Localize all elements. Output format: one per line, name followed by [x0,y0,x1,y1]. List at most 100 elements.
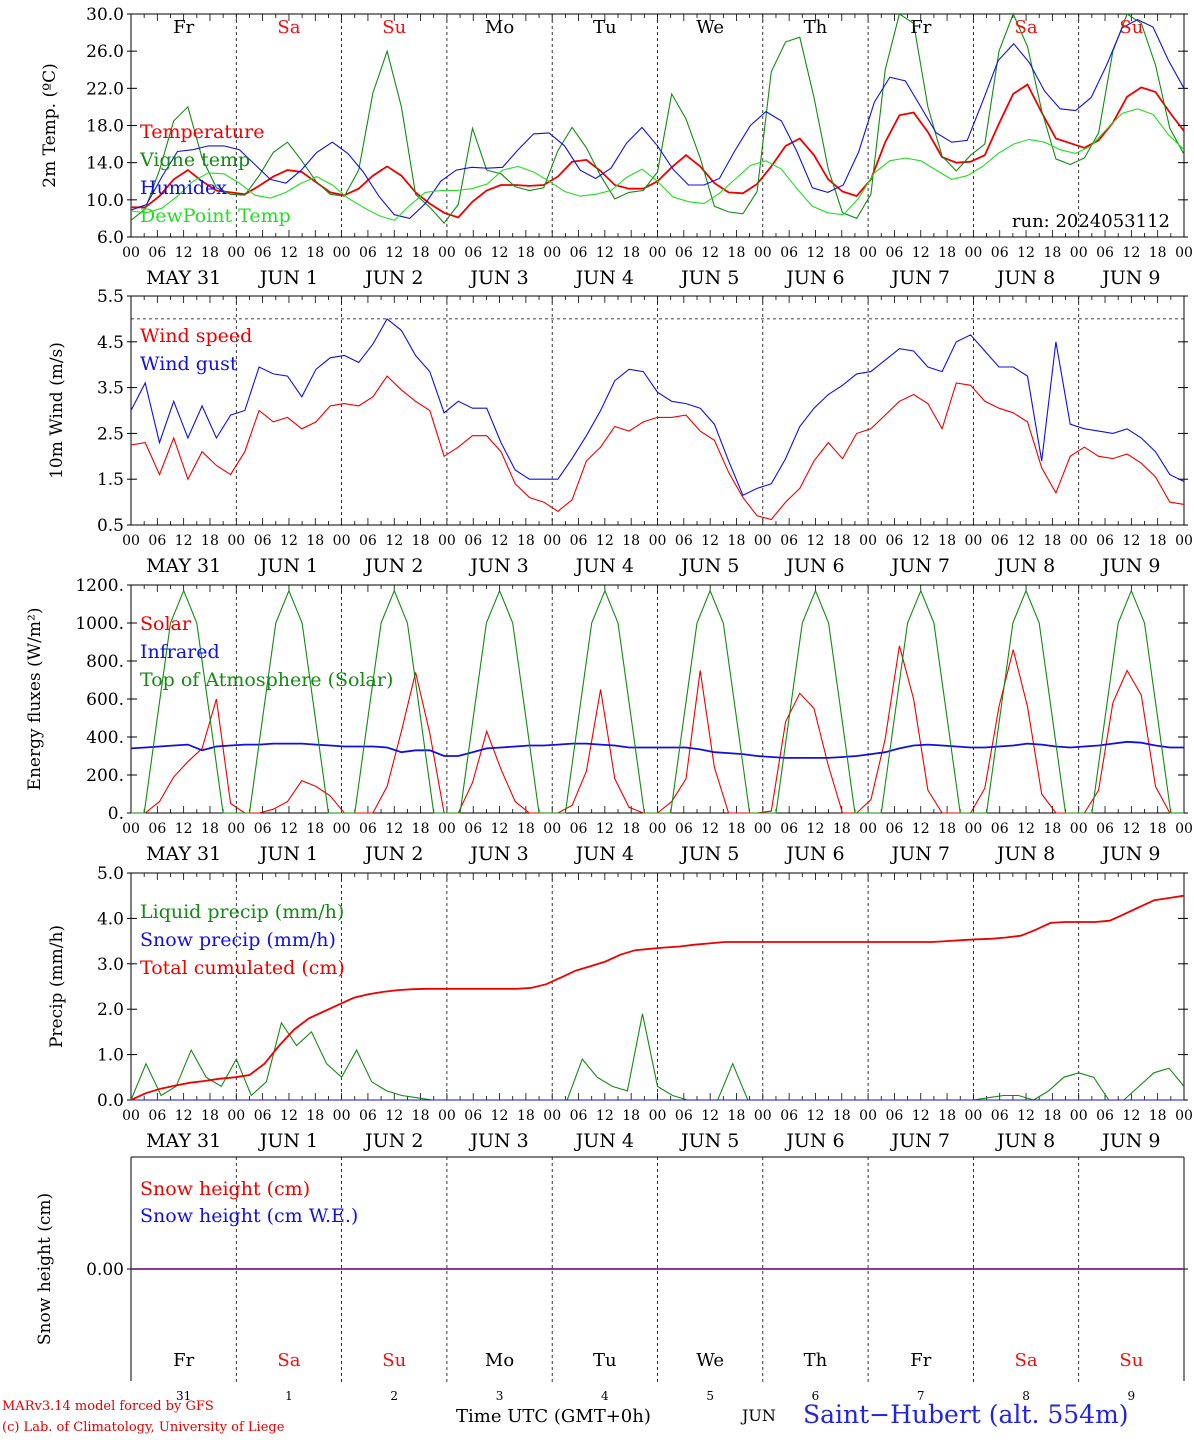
x-hour-label: 12 [807,533,825,549]
y-tick-label: 4.5 [97,333,124,353]
day-number-label: 4 [601,1389,609,1403]
x-hour-label: 18 [622,245,640,261]
x-date-label: JUN 5 [679,555,739,577]
day-of-week-label: Su [382,17,406,38]
x-date-label: JUN 2 [363,1130,423,1152]
x-hour-label: 18 [938,245,956,261]
series-line [130,1013,1185,1101]
x-date-label: JUN 3 [468,555,528,577]
x-hour-label: 00 [543,821,561,837]
x-hour-label: 00 [333,1108,351,1124]
x-hour-label: 12 [1122,821,1140,837]
x-hour-label: 18 [412,1108,430,1124]
day-of-week-label: Th [804,1350,828,1371]
x-hour-label: 12 [807,245,825,261]
x-date-label: JUN 4 [574,555,634,577]
day-of-week-label: Tu [593,17,617,38]
x-hour-label: 12 [175,821,193,837]
y-tick-label: 2.5 [97,424,124,444]
day-of-week-label: Su [1119,17,1143,38]
legend-entry: Snow height (cm W.E.) [140,1205,358,1227]
x-hour-label: 00 [754,533,772,549]
x-hour-label: 12 [385,533,403,549]
y-axis-label: Precip (mm/h) [47,925,67,1048]
x-hour-label: 12 [596,1108,614,1124]
x-hour-label: 18 [938,533,956,549]
x-date-label: JUN 6 [784,1130,844,1152]
series-line [130,12,1185,224]
y-tick-label: 3.5 [97,379,124,399]
x-hour-label: 00 [333,533,351,549]
x-hour-label: 12 [491,245,509,261]
y-tick-label: 22.0 [86,79,124,99]
series-line [130,894,1185,1101]
x-hour-label: 06 [464,821,482,837]
x-hour-label: 12 [912,1108,930,1124]
x-hour-label: 00 [649,245,667,261]
x-date-label: JUN 6 [784,843,844,865]
station-name: Saint−Hubert (alt. 554m) [803,1400,1129,1429]
y-tick-label: 0.00 [86,1260,124,1280]
day-of-week-label: Sa [277,1350,300,1371]
x-hour-label: 06 [148,245,166,261]
x-hour-label: 12 [1122,533,1140,549]
legend-entry: Wind gust [140,353,238,375]
x-date-label: JUN 8 [995,843,1055,865]
x-date-label: JUN 6 [784,267,844,289]
x-hour-label: 06 [991,245,1009,261]
x-hour-label: 18 [412,245,430,261]
x-hour-label: 06 [886,245,904,261]
day-number-label: 31 [176,1389,191,1403]
x-hour-label: 18 [517,1108,535,1124]
x-hour-label: 06 [675,533,693,549]
x-hour-label: 12 [596,821,614,837]
x-hour-label: 18 [1149,245,1167,261]
day-number-label: 2 [390,1389,398,1403]
x-hour-label: 12 [175,533,193,549]
x-hour-label: 12 [491,1108,509,1124]
day-number-label: 6 [812,1389,820,1403]
x-hour-label: 00 [649,821,667,837]
x-date-label: JUN 9 [1100,555,1160,577]
y-tick-label: 1000. [75,614,124,634]
x-hour-label: 06 [1096,821,1114,837]
x-hour-label: 00 [859,533,877,549]
x-hour-label: 00 [1070,533,1088,549]
x-hour-label: 18 [1043,245,1061,261]
x-hour-label: 18 [833,1108,851,1124]
x-hour-label: 18 [1149,821,1167,837]
series-line [131,589,1184,814]
x-hour-label: 18 [938,1108,956,1124]
x-date-label: JUN 7 [890,267,950,289]
x-hour-label: 00 [1070,245,1088,261]
x-hour-label: 18 [1149,533,1167,549]
x-date-label: JUN 4 [574,1130,634,1152]
x-date-label: JUN 6 [784,555,844,577]
x-date-label: MAY 31 [146,1130,221,1152]
credit-model: MARv3.14 model forced by GFS [2,1399,214,1414]
x-hour-label: 12 [701,245,719,261]
day-of-week-label: Su [382,1350,406,1371]
x-hour-label: 12 [807,1108,825,1124]
x-hour-label: 00 [964,821,982,837]
x-hour-label: 00 [754,245,772,261]
x-hour-label: 00 [122,1108,140,1124]
y-tick-label: 14.0 [86,154,124,174]
x-hour-label: 12 [596,245,614,261]
x-date-label: MAY 31 [146,843,221,865]
legend-entry: Total cumulated (cm) [140,957,345,979]
x-hour-label: 00 [754,1108,772,1124]
x-hour-label: 00 [649,533,667,549]
x-hour-label: 06 [359,821,377,837]
day-number-label: 5 [706,1389,714,1403]
x-date-label: MAY 31 [146,267,221,289]
x-hour-label: 00 [964,245,982,261]
x-hour-label: 06 [991,533,1009,549]
x-hour-label: 12 [701,821,719,837]
y-tick-label: 26.0 [86,42,124,62]
y-tick-label: 400. [86,728,124,748]
x-hour-label: 18 [201,245,219,261]
x-date-label: MAY 31 [146,555,221,577]
x-date-label: JUN 2 [363,843,423,865]
y-tick-label: 1.0 [97,1046,124,1066]
